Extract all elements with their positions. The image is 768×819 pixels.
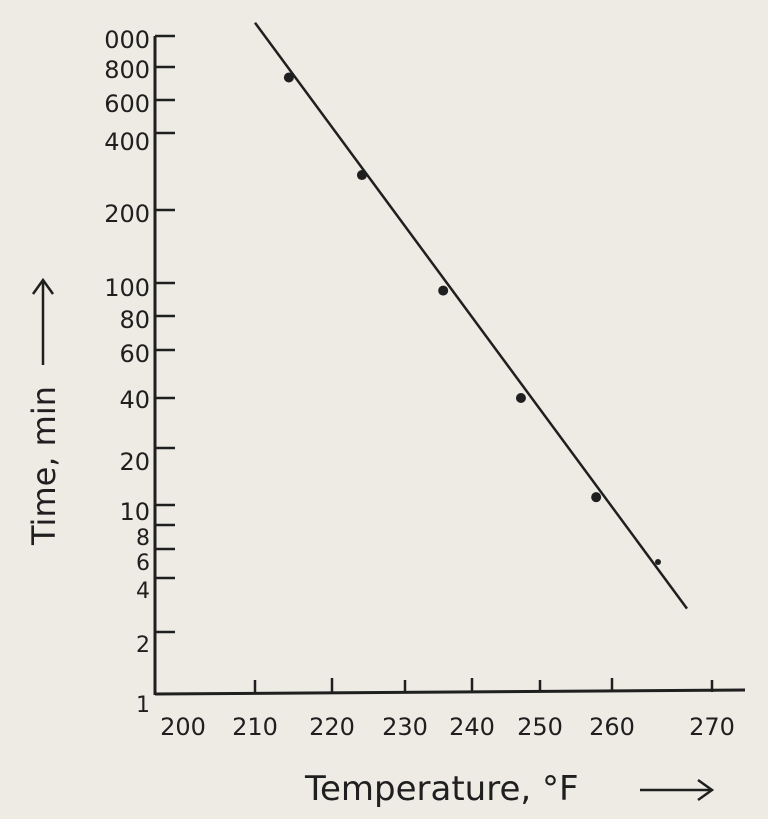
x-axis-label: Temperature, °F	[304, 769, 579, 809]
data-point	[655, 559, 661, 566]
data-point	[283, 72, 294, 83]
x-tick-label: 200	[160, 713, 206, 741]
x-tick-label: 260	[589, 713, 635, 741]
y-tick-label: 400	[104, 128, 150, 156]
x-axis-arrow	[640, 778, 715, 802]
y-tick-label: 8	[136, 526, 150, 551]
y-tick-label: 4	[136, 579, 150, 604]
y-tick-label: 40	[119, 386, 150, 414]
y-tick-label: 200	[104, 200, 150, 228]
y-tick-label: 2	[136, 633, 150, 658]
x-axis	[154, 688, 746, 696]
data-point	[356, 170, 367, 181]
data-point	[591, 492, 602, 503]
data-point	[438, 285, 449, 296]
x-tick-label: 240	[449, 713, 495, 741]
y-tick-label: 800	[104, 56, 150, 84]
y-tick-label: 600	[104, 90, 150, 118]
y-tick-label: 60	[119, 340, 150, 368]
y-tick-label: 20	[119, 448, 150, 476]
y-tick-label: 6	[136, 551, 150, 576]
x-tick-label: 270	[689, 713, 735, 741]
y-axis-label: Time, min	[25, 386, 63, 546]
y-tick-label: 10	[119, 498, 150, 526]
y-tick-label: 80	[119, 306, 150, 334]
y-tick-label: 1	[136, 693, 150, 718]
x-tick-label: 210	[232, 713, 278, 741]
data-point	[515, 393, 526, 403]
x-tick-label: 230	[382, 713, 428, 741]
y-axis-arrow	[31, 277, 55, 365]
y-tick-label: 100	[104, 274, 150, 302]
fit-line	[253, 22, 689, 610]
x-tick-label: 220	[309, 713, 355, 741]
y-tick-label: 000	[104, 26, 150, 54]
x-tick-label: 250	[517, 713, 563, 741]
